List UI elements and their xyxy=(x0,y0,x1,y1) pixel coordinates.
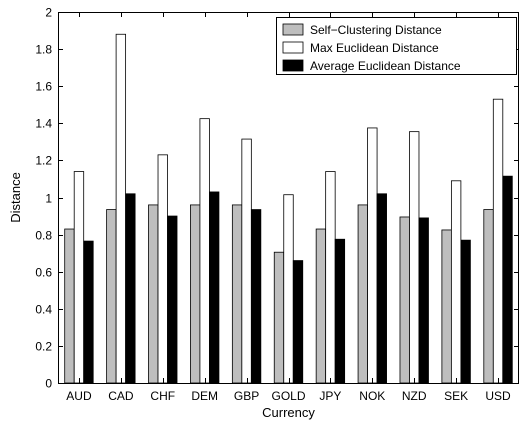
x-tick-label: NZD xyxy=(402,389,427,403)
bar-sek-series-1 xyxy=(441,229,452,384)
legend-entry-label: Self−Clustering Distance xyxy=(310,23,442,37)
bar-aud-series-2 xyxy=(73,171,85,384)
legend-entry-label: Max Euclidean Distance xyxy=(310,41,439,55)
y-tick-label: 0.2 xyxy=(35,340,52,354)
bar-nok-series-1 xyxy=(357,204,368,384)
bar-nzd-series-1 xyxy=(399,216,410,384)
legend-box xyxy=(276,17,517,75)
y-tick-label: 1.8 xyxy=(35,43,52,57)
bar-usd-series-2 xyxy=(492,98,504,384)
x-tick-label: NOK xyxy=(359,389,385,403)
bar-nzd-series-3 xyxy=(418,217,429,384)
bar-gbp-series-2 xyxy=(241,138,252,384)
bar-chf-series-2 xyxy=(157,154,168,384)
y-tick-label: 0.4 xyxy=(35,303,52,317)
y-tick-label: 1.4 xyxy=(35,117,52,131)
y-tick-label: 2 xyxy=(45,6,52,20)
y-axis: 0 0.2 0.4 0.6 0.8 1 1.2 1.4 1.6 1.8 2 xyxy=(35,6,519,391)
x-tick-label: SEK xyxy=(444,389,468,403)
y-tick-label: 0.8 xyxy=(35,229,52,243)
bar-jpy-series-1 xyxy=(315,228,327,384)
x-tick-label: CHF xyxy=(150,389,175,403)
legend-swatch xyxy=(282,59,304,72)
y-tick-label: 1.2 xyxy=(35,154,52,168)
x-axis-title: Currency xyxy=(262,405,315,420)
bar-cad-series-3 xyxy=(125,193,136,384)
bar-dem-series-1 xyxy=(190,204,201,384)
x-tick-label: JPY xyxy=(319,389,341,403)
y-tick-label: 0.6 xyxy=(35,266,52,280)
bar-gbp-series-1 xyxy=(231,204,243,384)
plot-area: 0 0.2 0.4 0.6 0.8 1 1.2 1.4 1.6 1.8 2 AUD CAD CHF DEM… xyxy=(35,6,519,403)
bar-aud-series-3 xyxy=(83,240,94,384)
y-axis-title: Distance xyxy=(8,172,23,223)
legend-entry-label: Average Euclidean Distance xyxy=(310,59,461,73)
bar-gbp-series-3 xyxy=(250,209,262,384)
bar-nzd-series-2 xyxy=(409,131,420,384)
x-tick-label: DEM xyxy=(191,389,218,403)
bar-cad-series-1 xyxy=(106,209,117,384)
x-tick-label: GOLD xyxy=(271,389,305,403)
bar-nok-series-3 xyxy=(376,193,387,384)
y-tick-label: 1.6 xyxy=(35,80,52,94)
bar-gold-series-3 xyxy=(292,260,304,384)
legend-swatch xyxy=(282,41,304,54)
bar-usd-series-3 xyxy=(502,175,513,384)
bars-group xyxy=(64,33,513,384)
bar-aud-series-1 xyxy=(64,228,75,384)
legend: Self−Clustering Distance Max Euclidean Di… xyxy=(276,17,517,75)
bar-usd-series-1 xyxy=(483,209,494,384)
bar-nok-series-2 xyxy=(367,127,378,384)
bar-gold-series-2 xyxy=(283,194,294,384)
bar-chf-series-1 xyxy=(148,204,159,384)
x-tick-label: GBP xyxy=(234,389,259,403)
x-tick-label: AUD xyxy=(66,389,92,403)
bar-jpy-series-3 xyxy=(334,238,346,384)
bar-sek-series-2 xyxy=(450,180,462,384)
bar-cad-series-2 xyxy=(115,33,127,384)
bar-sek-series-3 xyxy=(460,239,471,384)
bar-gold-series-1 xyxy=(273,251,285,384)
x-axis: AUD CAD CHF DEM GBP GOLD JPY NOK NZD SEK USD xyxy=(66,12,511,403)
y-tick-label: 0 xyxy=(45,377,52,391)
bar-dem-series-3 xyxy=(209,191,220,384)
bar-dem-series-2 xyxy=(199,118,210,384)
legend-swatch xyxy=(282,23,304,36)
y-tick-label: 1 xyxy=(45,192,52,206)
bar-chf-series-3 xyxy=(167,215,178,384)
x-tick-label: CAD xyxy=(108,389,134,403)
bar-jpy-series-2 xyxy=(325,171,336,384)
x-tick-label: USD xyxy=(485,389,511,403)
